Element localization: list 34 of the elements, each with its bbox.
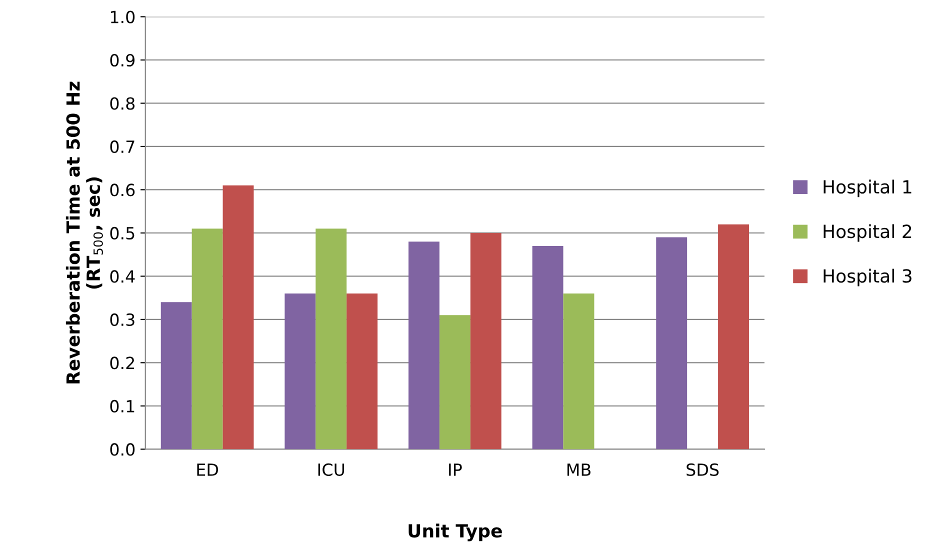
y-tick-label: 0.5 <box>110 226 134 240</box>
legend-label: Hospital 1 <box>824 180 912 198</box>
x-tick-label: SDS <box>686 463 719 476</box>
legend-label: Hospital 3 <box>824 268 912 286</box>
y-tick-label: 0.3 <box>110 313 134 326</box>
bar <box>346 294 378 450</box>
legend-label: Hospital 2 <box>824 224 912 242</box>
x-tick-label: ICU <box>318 463 344 476</box>
bar <box>718 224 749 450</box>
bar <box>316 228 347 450</box>
y-tick-label: 0.6 <box>110 184 135 196</box>
bar <box>408 242 440 450</box>
bar <box>222 185 254 450</box>
x-tick-label: ED <box>197 464 218 476</box>
y-tick-label: 0.4 <box>110 270 135 283</box>
bar <box>532 246 564 450</box>
x-axis-title: Unit Type <box>408 524 502 542</box>
y-tick-label: 0.8 <box>110 97 135 110</box>
y-tick-label: 0.0 <box>110 443 135 456</box>
bar <box>563 294 594 450</box>
y-tick-label: 1.0 <box>110 10 135 24</box>
bar <box>470 232 502 450</box>
y-tick-label: 0.2 <box>110 356 134 370</box>
bar <box>284 294 316 450</box>
y-tick-label: 0.1 <box>110 400 134 413</box>
y-tick-label: 0.9 <box>110 54 134 67</box>
x-tick-label: IP <box>449 464 462 476</box>
y-axis-title: Reverberation Time at 500 Hz (RT$_{500}$, sec) <box>66 82 103 384</box>
bar <box>192 228 223 450</box>
bar <box>439 315 470 450</box>
y-tick-label: 0.7 <box>110 140 134 154</box>
bar <box>656 237 688 450</box>
bar <box>160 302 192 450</box>
x-tick-label: MB <box>567 464 590 476</box>
